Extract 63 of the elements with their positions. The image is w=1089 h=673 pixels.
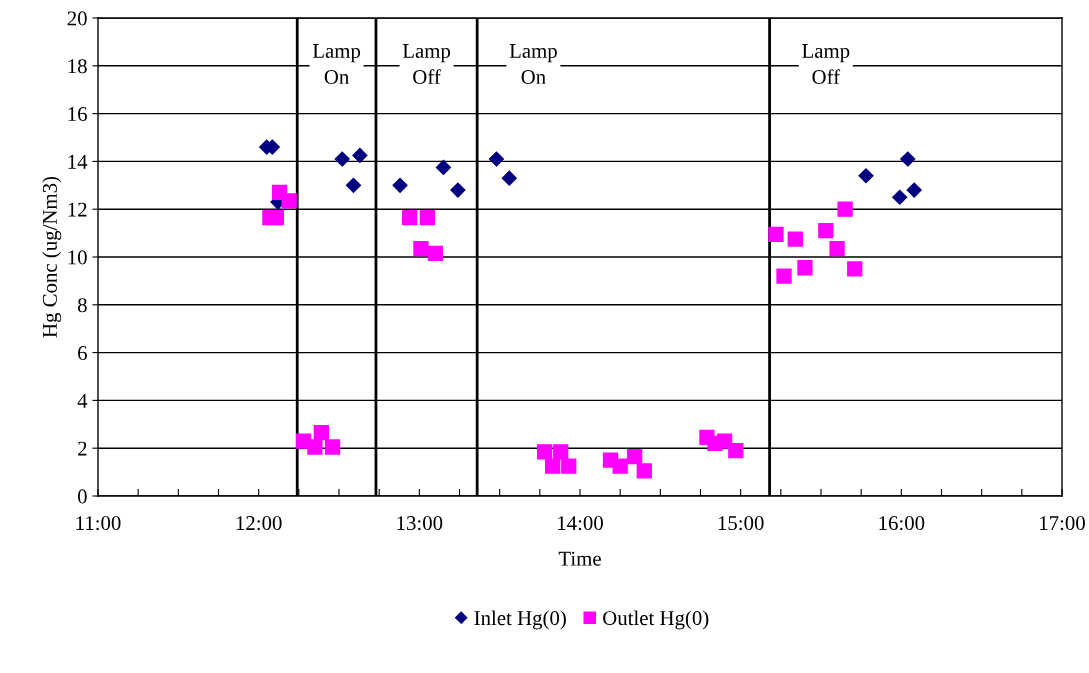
- y-tick-label: 8: [77, 298, 87, 313]
- point: [545, 458, 561, 474]
- point: [413, 240, 429, 257]
- y-axis-title: Hg Conc (ug/Nm3): [42, 176, 62, 338]
- point: [768, 226, 784, 242]
- point: [324, 439, 341, 455]
- y-tick-label: 20: [67, 11, 87, 26]
- point: [402, 209, 418, 226]
- x-tick-label: 16:00: [879, 516, 925, 531]
- x-axis-title: Time: [558, 551, 601, 566]
- y-tick-label: 14: [68, 154, 88, 169]
- point: [488, 151, 505, 167]
- x-tick-label: 17:00: [1040, 516, 1085, 531]
- point: [892, 189, 908, 205]
- point: [818, 223, 834, 239]
- y-tick-label: 18: [68, 59, 87, 74]
- point: [435, 159, 452, 175]
- point: [829, 240, 845, 257]
- point: [553, 444, 569, 460]
- point: [728, 442, 744, 459]
- x-tick-label: 13:00: [397, 516, 443, 531]
- ref-line-label: Lamp On: [312, 44, 361, 85]
- ref-line-label: Lamp Off: [802, 44, 850, 85]
- point: [787, 231, 803, 247]
- ref-line-label: Lamp Off: [402, 44, 451, 85]
- y-tick-label: 16: [68, 107, 87, 122]
- point: [906, 182, 922, 198]
- x-tick-label: 11:00: [76, 516, 121, 531]
- point: [281, 193, 297, 209]
- point: [537, 444, 553, 460]
- point: [900, 151, 916, 167]
- ref-line-label: Lamp On: [509, 44, 557, 85]
- point: [626, 448, 643, 465]
- point: [612, 458, 628, 474]
- legend-label: Inlet Hg(0): [474, 610, 566, 630]
- y-tick-label: 12: [68, 202, 87, 217]
- y-tick-label: 2: [78, 441, 87, 456]
- y-tick-label: 0: [77, 489, 87, 504]
- y-tick-label: 6: [78, 346, 87, 361]
- point: [837, 201, 853, 217]
- x-tick-label: 14:00: [558, 516, 603, 531]
- point: [450, 182, 466, 198]
- point: [561, 458, 577, 474]
- point: [313, 425, 329, 441]
- point: [858, 168, 874, 184]
- point: [636, 463, 652, 479]
- point: [352, 147, 368, 163]
- x-tick-label: 15:00: [718, 516, 764, 531]
- point: [427, 245, 444, 262]
- x-tick-label: 12:00: [236, 516, 282, 531]
- y-tick-label: 4: [77, 393, 88, 408]
- point: [392, 177, 408, 193]
- legend-label: Outlet Hg(0): [603, 610, 709, 630]
- point: [776, 268, 792, 284]
- y-tick-label: 10: [68, 250, 87, 265]
- point: [345, 177, 362, 193]
- point: [797, 260, 813, 276]
- point: [847, 261, 863, 277]
- point: [334, 151, 350, 167]
- point: [307, 439, 323, 455]
- point: [501, 170, 517, 186]
- point: [268, 209, 284, 226]
- point: [419, 209, 436, 226]
